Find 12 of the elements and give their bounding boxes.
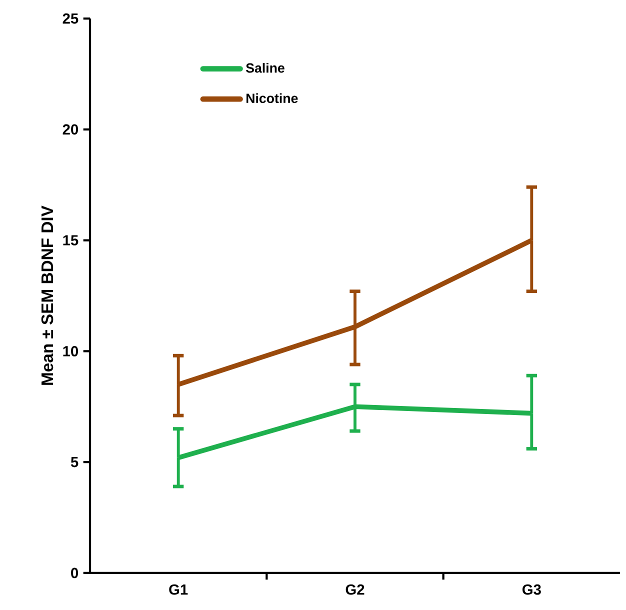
y-tick-label: 10 <box>63 346 78 356</box>
x-tick-label: G1 <box>169 584 188 595</box>
y-tick-label: 20 <box>62 124 78 135</box>
x-tick-label: G3 <box>522 584 541 595</box>
y-tick-label: 0 <box>71 568 78 578</box>
y-tick-label: 15 <box>63 235 78 246</box>
y-tick-label: 25 <box>62 13 78 24</box>
y-axis-title: Mean ± SEM BDNF DIV <box>41 206 54 385</box>
y-tick-label: 5 <box>70 456 78 468</box>
legend-label: Saline <box>246 62 284 73</box>
x-tick-label: G2 <box>346 584 364 595</box>
legend-label: Nicotine <box>246 93 298 104</box>
